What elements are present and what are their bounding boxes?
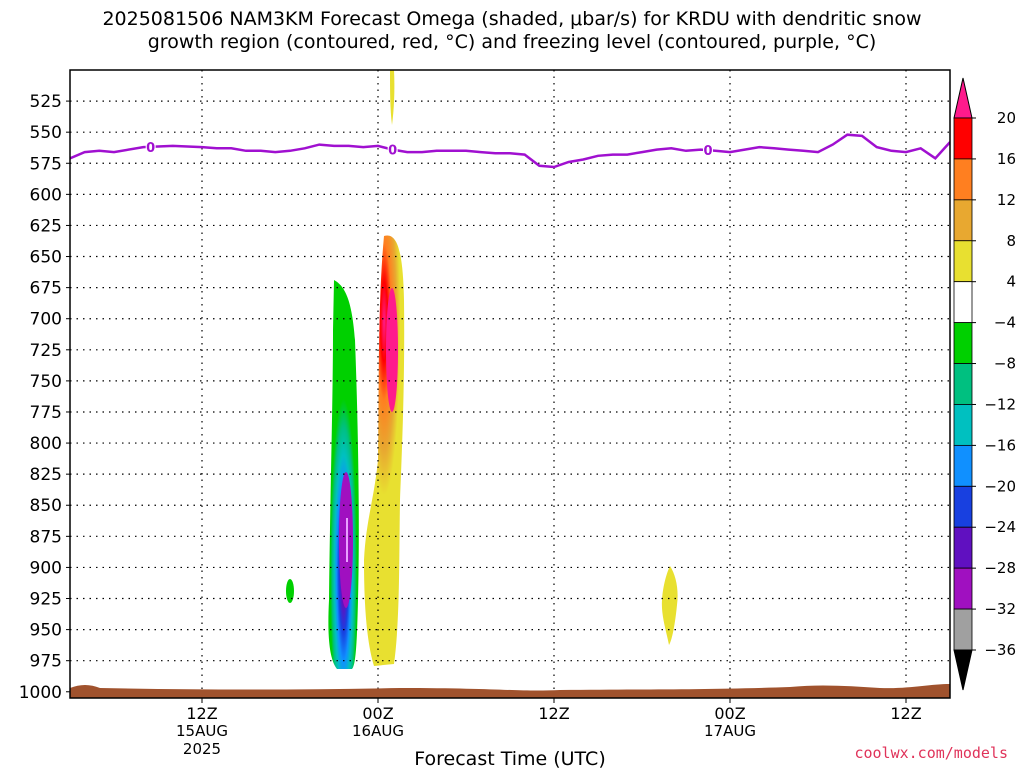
y-tick-label: 875 [30, 527, 62, 547]
y-tick-label: 675 [30, 279, 62, 299]
colorbar-label: 16 [997, 150, 1016, 168]
y-tick-label: 600 [30, 185, 62, 205]
y-tick-label: 900 [30, 558, 62, 578]
freezing-label-bg [387, 141, 398, 158]
x-tick-year: 2025 [183, 740, 221, 758]
y-tick-label: 750 [30, 372, 62, 392]
colorbar-bin [953, 199, 973, 242]
y-tick-label: 575 [30, 154, 62, 174]
y-tick-label: 725 [30, 341, 62, 361]
x-tick-date: 15AUG [176, 722, 228, 740]
y-tick-label: 850 [30, 496, 62, 516]
colorbar-label: 20 [997, 109, 1016, 127]
colorbar-label: −12 [984, 395, 1016, 413]
x-tick-label: 00Z [714, 704, 745, 723]
omega-upper-subsidence [390, 70, 395, 125]
freezing-label-bg [703, 142, 713, 159]
colorbar-bin [953, 240, 973, 283]
ground-surface [70, 684, 950, 698]
x-tick-date: 17AUG [704, 722, 756, 740]
x-tick-label: 00Z [362, 704, 393, 723]
omega-small-updraft [286, 579, 294, 603]
chart-title: 2025081506 NAM3KM Forecast Omega (shaded… [0, 8, 1024, 54]
y-tick-label: 525 [30, 92, 62, 112]
plot-area: 0 0 0 [70, 70, 950, 698]
omega-lower-subsidence [661, 566, 678, 645]
colorbar-bin [953, 117, 973, 160]
colorbar-label: 4 [1006, 273, 1016, 291]
colorbar-bin [953, 322, 973, 364]
y-tick-label: 550 [30, 123, 62, 143]
y-tick-label: 775 [30, 403, 62, 423]
colorbar-label: −24 [984, 518, 1016, 536]
colorbar-bin [953, 363, 973, 405]
chart-title-line1: 2025081506 NAM3KM Forecast Omega (shaded… [102, 8, 922, 30]
colorbar-label: −32 [984, 600, 1016, 618]
y-tick-label: 700 [30, 310, 62, 330]
colorbar-bin [953, 404, 973, 446]
colorbar-bin [953, 444, 973, 487]
x-axis-label: Forecast Time (UTC) [414, 748, 605, 768]
colorbar-bin [953, 158, 973, 201]
credit-link[interactable]: coolwx.com/models [854, 744, 1008, 762]
colorbar-bin [953, 526, 973, 569]
y-tick-label: 650 [30, 248, 62, 268]
y-axis: 525 550 575 600 625 650 675 700 725 750 775 800 825 8… [19, 92, 70, 703]
y-tick-label: 625 [30, 216, 62, 236]
omega-downdraft-column [364, 235, 405, 666]
colorbar: 20 16 12 8 4 −4 −8 −12 −16 −20 −24 −28 −32 −36 [953, 77, 1016, 691]
y-tick-label: 800 [30, 434, 62, 454]
colorbar-bin [953, 567, 973, 610]
colorbar-label: 12 [997, 191, 1016, 209]
freezing-label-bg [145, 138, 156, 155]
x-tick-date: 16AUG [352, 722, 404, 740]
colorbar-label: 8 [1006, 232, 1016, 250]
y-tick-label: 925 [30, 590, 62, 610]
freezing-level-label: 0 [146, 141, 155, 156]
colorbar-label: −4 [994, 314, 1016, 332]
plot-frame [69, 69, 951, 699]
colorbar-label: −20 [984, 477, 1016, 495]
colorbar-label: −8 [994, 355, 1016, 373]
colorbar-bin [953, 281, 973, 324]
y-tick-label: 950 [30, 621, 62, 641]
chart-title-line2: growth region (contoured, red, °C) and f… [147, 31, 877, 53]
omega-shading [286, 70, 678, 669]
freezing-level-labels: 0 0 0 [145, 138, 713, 159]
y-tick-label: 1000 [19, 683, 62, 703]
colorbar-label: −28 [984, 559, 1016, 577]
x-tick-label: 12Z [186, 704, 217, 723]
freezing-level-contour [70, 133, 950, 169]
grid [70, 70, 950, 698]
colorbar-bin [953, 485, 973, 528]
y-tick-label: 975 [30, 652, 62, 672]
x-tick-label: 12Z [890, 704, 921, 723]
colorbar-top-arrow [953, 77, 973, 119]
y-tick-label: 825 [30, 465, 62, 485]
colorbar-bottom-arrow [953, 649, 973, 691]
freezing-level-label: 0 [388, 144, 397, 159]
colorbar-label: −36 [984, 641, 1016, 659]
freezing-level-label: 0 [703, 144, 712, 159]
x-tick-label: 12Z [538, 704, 569, 723]
colorbar-label: −16 [984, 436, 1016, 454]
colorbar-bin [953, 608, 973, 651]
